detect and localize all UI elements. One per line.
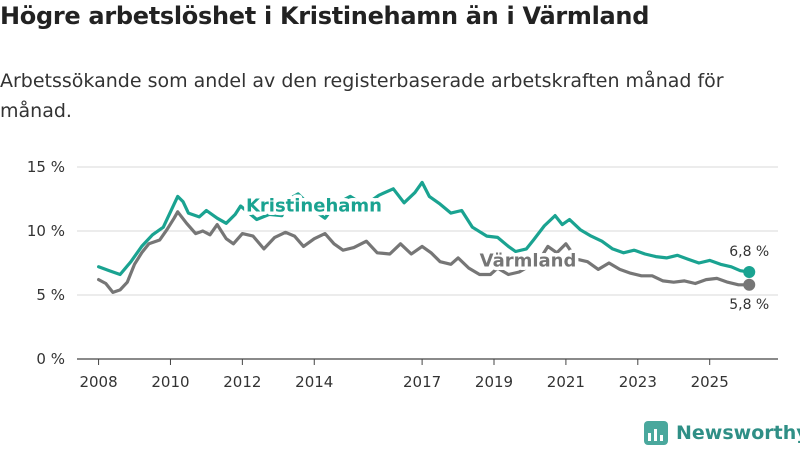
series-labels: Kristinehamn 6,8 % Värmland 5,8 % <box>242 192 769 313</box>
series-line-kristinehamn <box>97 180 751 277</box>
x-tick-label: 2010 <box>151 373 189 391</box>
x-tick-label: 2017 <box>403 373 441 391</box>
series-lines <box>97 180 756 294</box>
x-axis: 2008 2010 2012 2014 2017 2019 2021 2023 2025 <box>79 359 729 391</box>
series-label-värmland: Värmland <box>480 250 577 271</box>
y-axis: 0 % 5 % 10 % 15 % <box>27 158 65 368</box>
x-tick-label: 2025 <box>691 373 729 391</box>
end-value-label: 6,8 % <box>729 244 769 260</box>
y-tick-label: 15 % <box>27 158 65 176</box>
x-tick-label: 2019 <box>475 373 513 391</box>
y-tick-label: 5 % <box>36 286 65 304</box>
series-end-point <box>743 278 756 291</box>
brand-logo: Newsworthy <box>644 418 800 448</box>
newsworthy-logo-icon <box>644 421 668 445</box>
x-tick-label: 2021 <box>547 373 585 391</box>
series-label-kristinehamn: Kristinehamn <box>246 195 382 216</box>
series-line-värmland <box>97 210 751 294</box>
x-tick-label: 2012 <box>223 373 261 391</box>
chart-subtitle: Arbetssökande som andel av den registerb… <box>0 70 724 122</box>
y-tick-label: 10 % <box>27 222 65 240</box>
series-end-point <box>743 265 756 278</box>
x-tick-label: 2023 <box>619 373 657 391</box>
end-value-label: 5,8 % <box>729 297 769 313</box>
y-tick-label: 0 % <box>36 350 65 368</box>
chart-title: Högre arbetslöshet i Kristinehamn än i V… <box>0 2 650 30</box>
x-tick-label: 2014 <box>295 373 333 391</box>
x-tick-label: 2008 <box>79 373 117 391</box>
brand-name: Newsworthy <box>676 422 800 444</box>
